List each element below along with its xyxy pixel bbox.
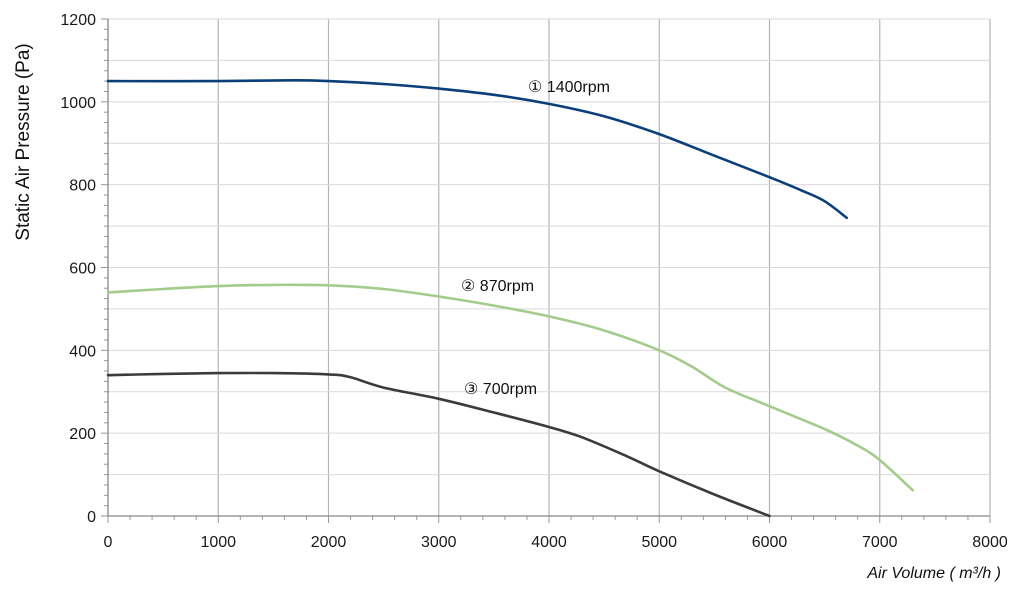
y-tick-label: 1000 [60, 95, 96, 112]
series-label-700rpm: ③ 700rpm [464, 381, 537, 398]
series-line-1400rpm [106, 79, 848, 220]
gridlines [108, 18, 991, 516]
x-tick-label: 2000 [311, 534, 347, 551]
y-tick-label: 1200 [60, 12, 96, 29]
series-lines [106, 79, 915, 518]
y-tick-label: 400 [69, 343, 96, 360]
x-tick-label: 4000 [531, 534, 567, 551]
minor-ticks [101, 18, 991, 523]
x-tick-labels: 0 1000 2000 3000 4000 5000 6000 7000 8000 [104, 534, 1008, 551]
series-label-870rpm: ② 870rpm [461, 278, 534, 295]
x-tick-label: 7000 [862, 534, 898, 551]
y-tick-label: 800 [69, 178, 96, 195]
series-line-870rpm [106, 283, 915, 492]
x-tick-label: 6000 [752, 534, 788, 551]
y-tick-labels: 0 200 400 600 800 1000 1200 [60, 12, 96, 526]
x-tick-label: 3000 [421, 534, 457, 551]
x-axis-title: Air Volume ( m³/h ) [866, 565, 1001, 582]
x-tick-label: 0 [104, 534, 113, 551]
x-tick-label: 8000 [972, 534, 1008, 551]
series-labels: ① 1400rpm ② 870rpm ③ 700rpm [461, 79, 610, 398]
y-tick-label: 200 [69, 426, 96, 443]
x-tick-label: 5000 [641, 534, 677, 551]
y-tick-label: 0 [87, 509, 96, 526]
x-tick-label: 1000 [200, 534, 236, 551]
axes [107, 19, 990, 517]
series-line-700rpm [106, 371, 771, 518]
series-label-1400rpm: ① 1400rpm [528, 79, 610, 96]
y-axis-title: Static Air Pressure (Pa) [13, 43, 34, 240]
y-tick-label: 600 [69, 261, 96, 278]
